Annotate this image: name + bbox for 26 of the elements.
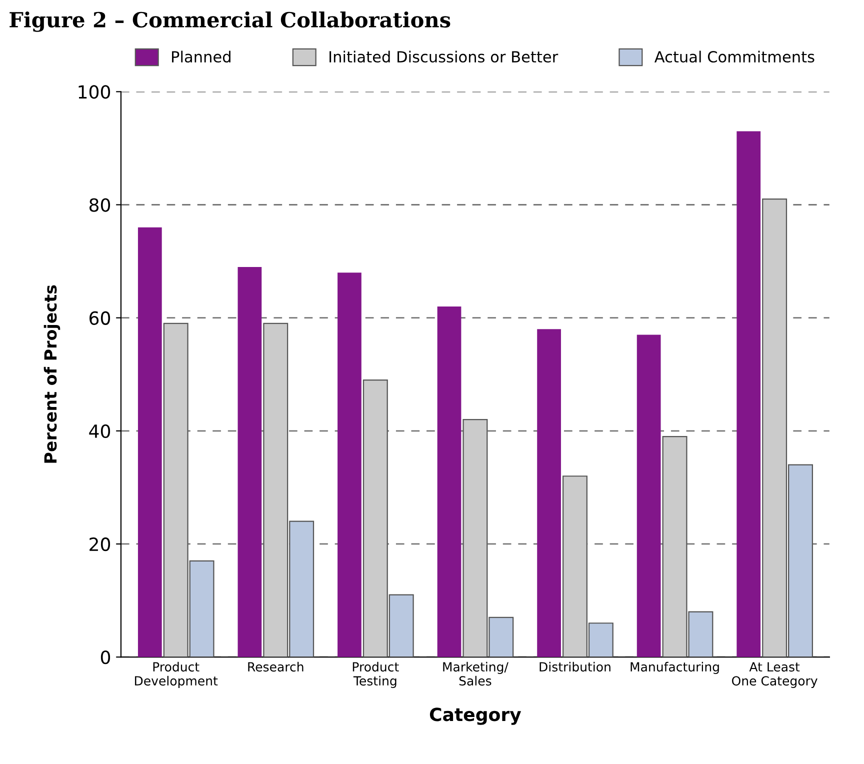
- y-tick-label: 0: [100, 650, 110, 664]
- x-tick-label: Research: [248, 662, 304, 672]
- chart-title: Figure 2 – Commercial Collaborations: [10, 11, 450, 32]
- bar: [636, 334, 661, 658]
- x-tick-label: Product Testing: [352, 662, 399, 688]
- y-tick-label: 80: [89, 198, 110, 212]
- x-axis-title: Category: [430, 708, 522, 725]
- x-tick-label: Product Development: [134, 662, 218, 688]
- y-tick-label: 20: [90, 537, 110, 552]
- bar: [537, 329, 561, 658]
- x-tick-label: Distribution: [540, 662, 610, 672]
- y-axis-title: Percent of Projects: [44, 285, 60, 463]
- x-tick-label: Marketing/ Sales: [443, 662, 508, 686]
- bar: [736, 131, 761, 658]
- y-tick-label: 40: [89, 424, 110, 438]
- bar: [138, 227, 162, 658]
- bar: [338, 272, 362, 658]
- legend-label: Initiated Discussions or Better: [330, 50, 558, 63]
- x-tick-label: At Least One Category: [732, 662, 818, 688]
- y-tick-label: 60: [90, 311, 110, 325]
- legend-label: Planned: [172, 50, 230, 63]
- x-tick-label: Manufacturing: [630, 662, 719, 674]
- bar: [238, 266, 262, 658]
- y-tick-label: 100: [78, 85, 110, 99]
- legend-label: Actual Commitments: [654, 50, 814, 63]
- bar: [437, 306, 462, 658]
